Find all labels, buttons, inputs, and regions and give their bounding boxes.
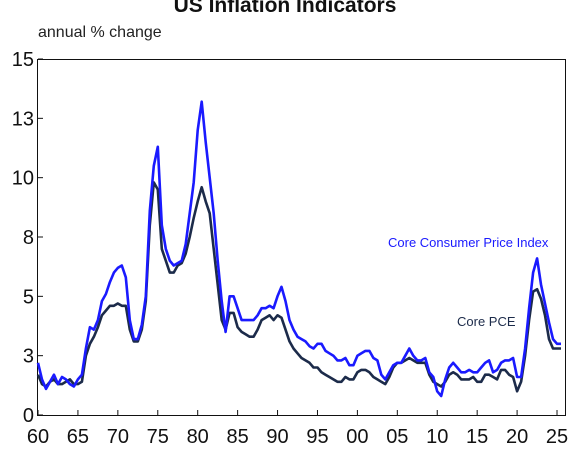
x-tick-label: 25 <box>546 426 568 448</box>
y-tick-label: 10 <box>12 168 34 190</box>
x-tick-label: 00 <box>346 426 368 448</box>
x-tick-label: 65 <box>67 426 89 448</box>
x-axis: 60 65 70 75 80 85 90 95 00 05 10 15 20 25 <box>27 410 568 448</box>
x-tick-label: 70 <box>107 426 129 448</box>
x-tick-label: 05 <box>386 426 408 448</box>
y-tick-label: 15 <box>12 49 34 71</box>
x-tick-label: 20 <box>506 426 528 448</box>
plot-frame <box>37 59 566 416</box>
x-tick-label: 90 <box>266 426 288 448</box>
y-tick-label: 0 <box>23 405 34 427</box>
x-tick-label: 80 <box>187 426 209 448</box>
series-line-core-cpi <box>36 100 561 398</box>
y-tick-label: 13 <box>12 108 34 130</box>
series-line-core-pce <box>36 181 561 393</box>
y-tick-label: 5 <box>23 286 34 308</box>
x-tick-label: 60 <box>27 426 49 448</box>
series-lines <box>36 100 561 398</box>
chart-title: US Inflation Indicators <box>173 0 397 17</box>
y-tick-label: 3 <box>23 346 34 368</box>
y-axis: 0 3 5 8 10 13 15 <box>12 49 43 427</box>
x-tick-label: 10 <box>426 426 448 448</box>
chart-subtitle: annual % change <box>38 24 162 41</box>
x-tick-label: 95 <box>306 426 328 448</box>
x-tick-label: 85 <box>226 426 248 448</box>
series-label-core-cpi: Core Consumer Price Index <box>388 235 549 250</box>
x-tick-label: 75 <box>147 426 169 448</box>
x-tick-label: 15 <box>466 426 488 448</box>
series-label-core-pce: Core PCE <box>457 314 516 329</box>
y-tick-label: 8 <box>23 227 34 249</box>
